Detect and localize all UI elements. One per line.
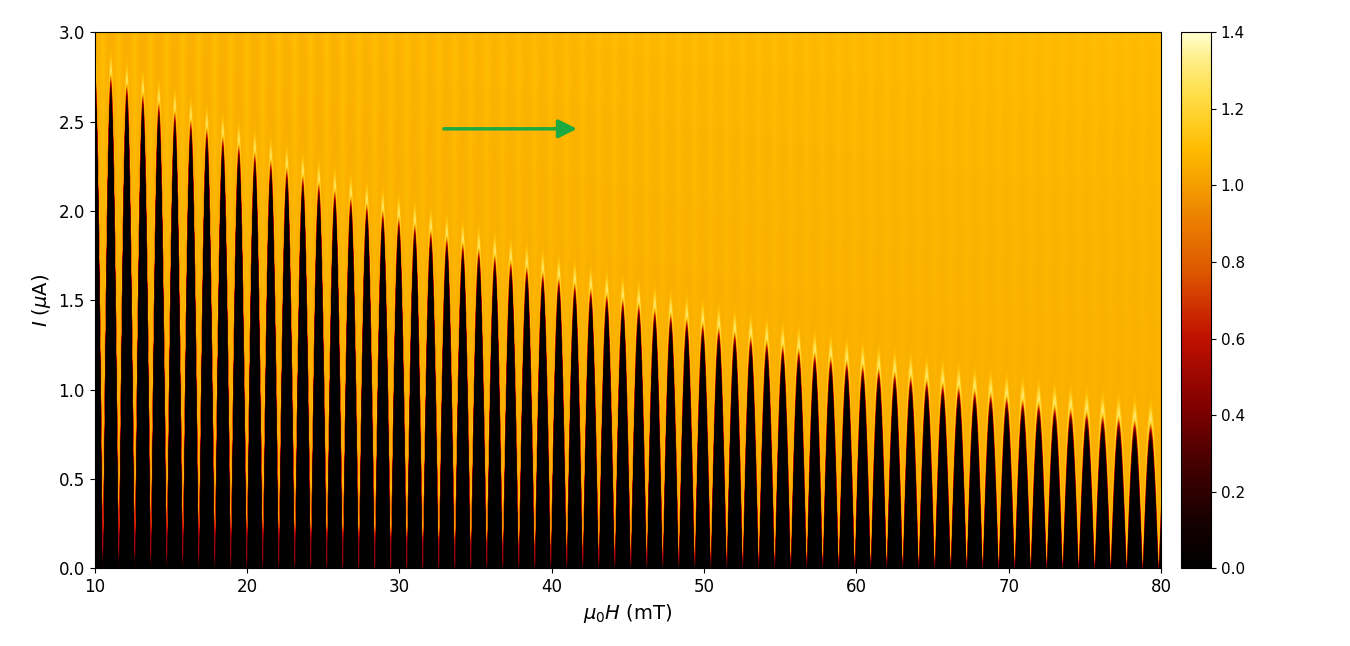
Y-axis label: $I$ ($\mu$A): $I$ ($\mu$A)	[30, 274, 53, 327]
X-axis label: $\mu_0 H$ (mT): $\mu_0 H$ (mT)	[583, 602, 672, 625]
